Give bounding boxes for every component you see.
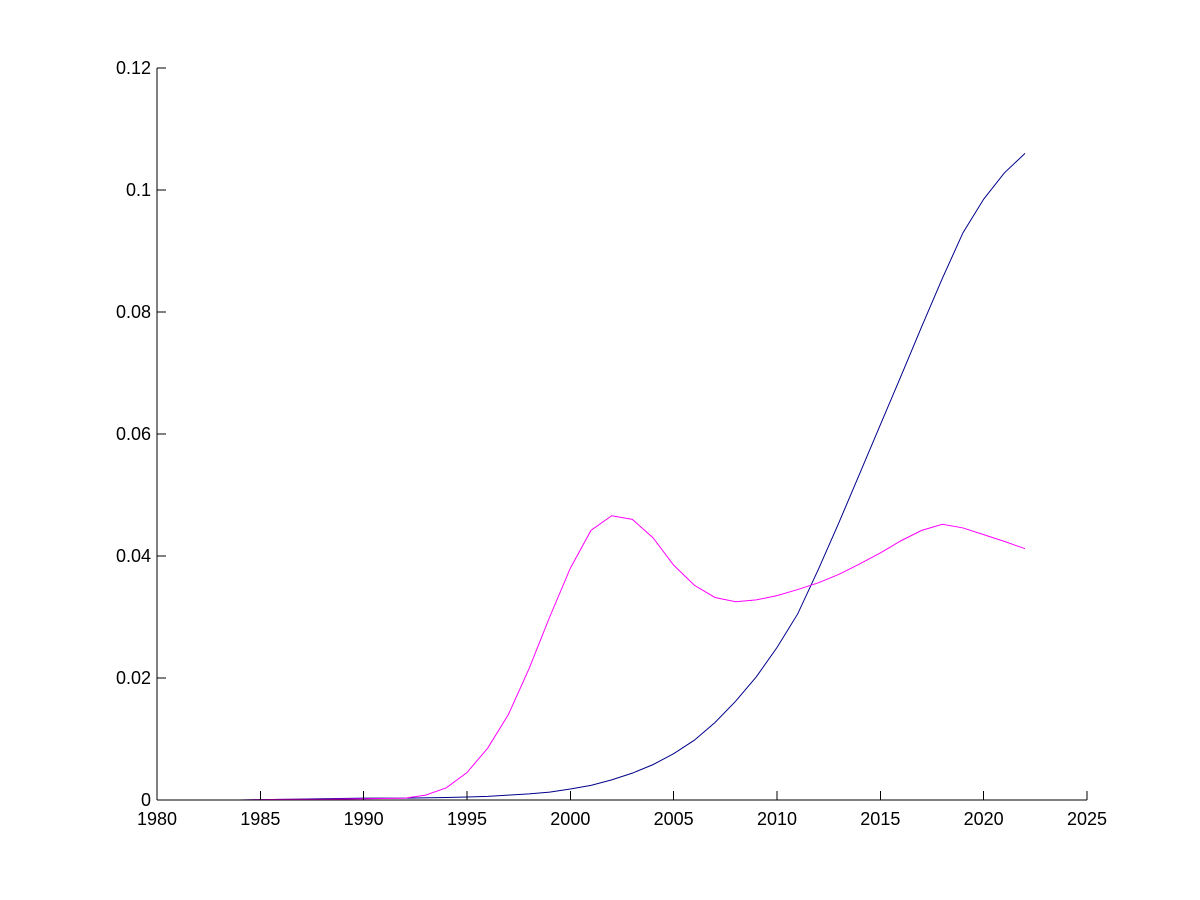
series-line-1 [157,153,1026,801]
x-tick-label: 1990 [344,809,384,829]
x-tick-label: 2025 [1067,809,1107,829]
y-tick-label: 0 [141,790,151,810]
y-tick-label: 0.04 [116,546,151,566]
x-tick-label: 2015 [860,809,900,829]
ticks-layer: 1980 1985 1990 1995 2000 2005 2010 2015 2020 2025… [116,58,1107,829]
series-layer [157,153,1026,801]
y-tick-label: 0.08 [116,302,151,322]
x-tick-label: 1980 [137,809,177,829]
x-tick-label: 2020 [964,809,1004,829]
y-tick-label: 0.06 [116,424,151,444]
x-tick-label: 2000 [550,809,590,829]
y-tick-label: 0.02 [116,668,151,688]
x-tick-label: 1985 [240,809,280,829]
y-tick-label: 0.12 [116,58,151,78]
x-tick-label: 2010 [757,809,797,829]
axes-layer [156,68,1087,801]
series-line-2 [157,515,1026,801]
y-tick-label: 0.1 [126,180,151,200]
x-tick-label: 1995 [447,809,487,829]
x-tick-label: 2005 [654,809,694,829]
